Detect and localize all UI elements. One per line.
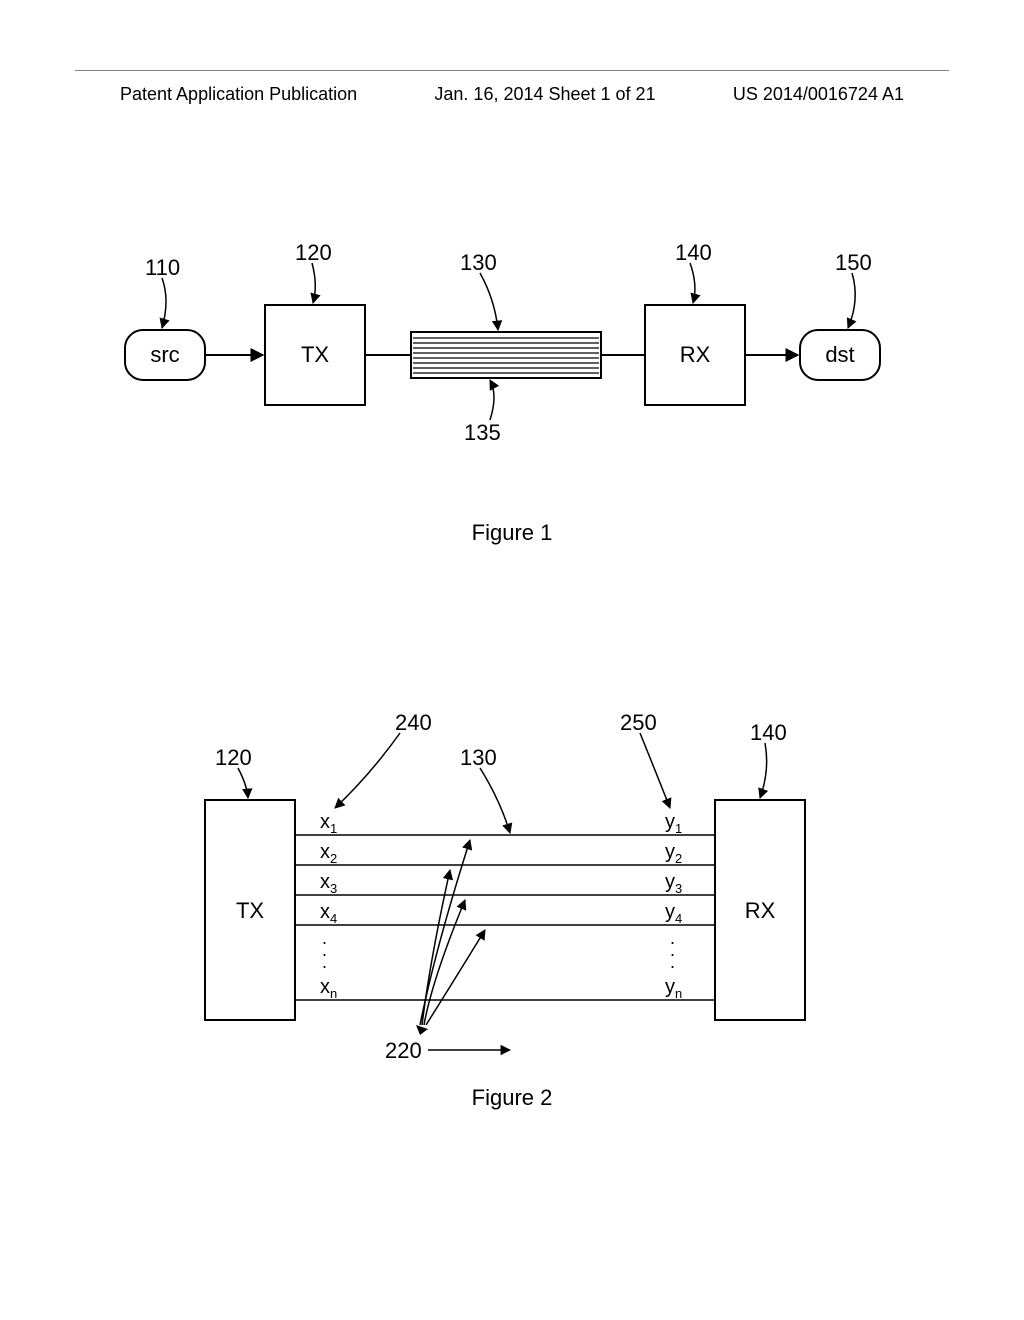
y-dots3: . xyxy=(670,952,675,972)
label-250: 250 xyxy=(620,710,657,735)
leader-120-2 xyxy=(238,768,248,798)
crosstalk-origin-arrowhead xyxy=(416,1025,428,1035)
figure-1-svg: src TX RX dst 110 120 130 140 150 135 xyxy=(100,230,920,520)
leader-250 xyxy=(640,733,670,808)
src-label: src xyxy=(150,342,179,367)
wires xyxy=(295,835,715,1000)
header-right: US 2014/0016724 A1 xyxy=(733,84,904,105)
tx-label-2: TX xyxy=(236,898,264,923)
x3: x3 xyxy=(320,871,337,896)
figure-2-svg: TX RX x1 x2 x3 x4 . . . xn y1 y2 y3 y4 .… xyxy=(170,700,870,1120)
yn: yn xyxy=(665,976,682,1001)
figure-2-caption: Figure 2 xyxy=(412,1085,612,1111)
leader-130-2 xyxy=(480,768,510,833)
x-dots3: . xyxy=(322,952,327,972)
header-left: Patent Application Publication xyxy=(120,84,357,105)
rx-label-2: RX xyxy=(745,898,776,923)
xn: xn xyxy=(320,976,337,1001)
y3: y3 xyxy=(665,871,682,896)
rx-label: RX xyxy=(680,342,711,367)
label-130: 130 xyxy=(460,250,497,275)
label-135: 135 xyxy=(464,420,501,445)
leader-240 xyxy=(335,733,400,808)
leader-135 xyxy=(490,380,494,420)
x1: x1 xyxy=(320,811,337,836)
leader-110 xyxy=(162,278,166,328)
x-signal-labels: x1 x2 x3 x4 . . . xn xyxy=(320,811,337,1001)
x2: x2 xyxy=(320,841,337,866)
label-140-2: 140 xyxy=(750,720,787,745)
label-220: 220 xyxy=(385,1038,422,1063)
y4: y4 xyxy=(665,901,682,926)
tx-label: TX xyxy=(301,342,329,367)
label-150: 150 xyxy=(835,250,872,275)
label-240: 240 xyxy=(395,710,432,735)
leader-140 xyxy=(690,263,695,303)
y2: y2 xyxy=(665,841,682,866)
page-header: Patent Application Publication Jan. 16, … xyxy=(0,84,1024,105)
header-mid: Jan. 16, 2014 Sheet 1 of 21 xyxy=(434,84,655,105)
label-130-2: 130 xyxy=(460,745,497,770)
x4: x4 xyxy=(320,901,337,926)
label-120-2: 120 xyxy=(215,745,252,770)
figure-1: src TX RX dst 110 120 130 140 150 135 xyxy=(100,230,920,520)
crosstalk-arrows xyxy=(420,840,485,1025)
label-110: 110 xyxy=(145,255,180,280)
leader-140-2 xyxy=(760,743,767,798)
figure-1-caption: Figure 1 xyxy=(412,520,612,546)
y-signal-labels: y1 y2 y3 y4 . . . yn xyxy=(665,811,682,1001)
figure-2: TX RX x1 x2 x3 x4 . . . xn y1 y2 y3 y4 .… xyxy=(170,700,870,1120)
leader-120 xyxy=(312,263,315,303)
label-140: 140 xyxy=(675,240,712,265)
channel-block xyxy=(411,332,601,378)
y1: y1 xyxy=(665,811,682,836)
dst-label: dst xyxy=(825,342,854,367)
leader-130 xyxy=(480,273,498,330)
label-120: 120 xyxy=(295,240,332,265)
